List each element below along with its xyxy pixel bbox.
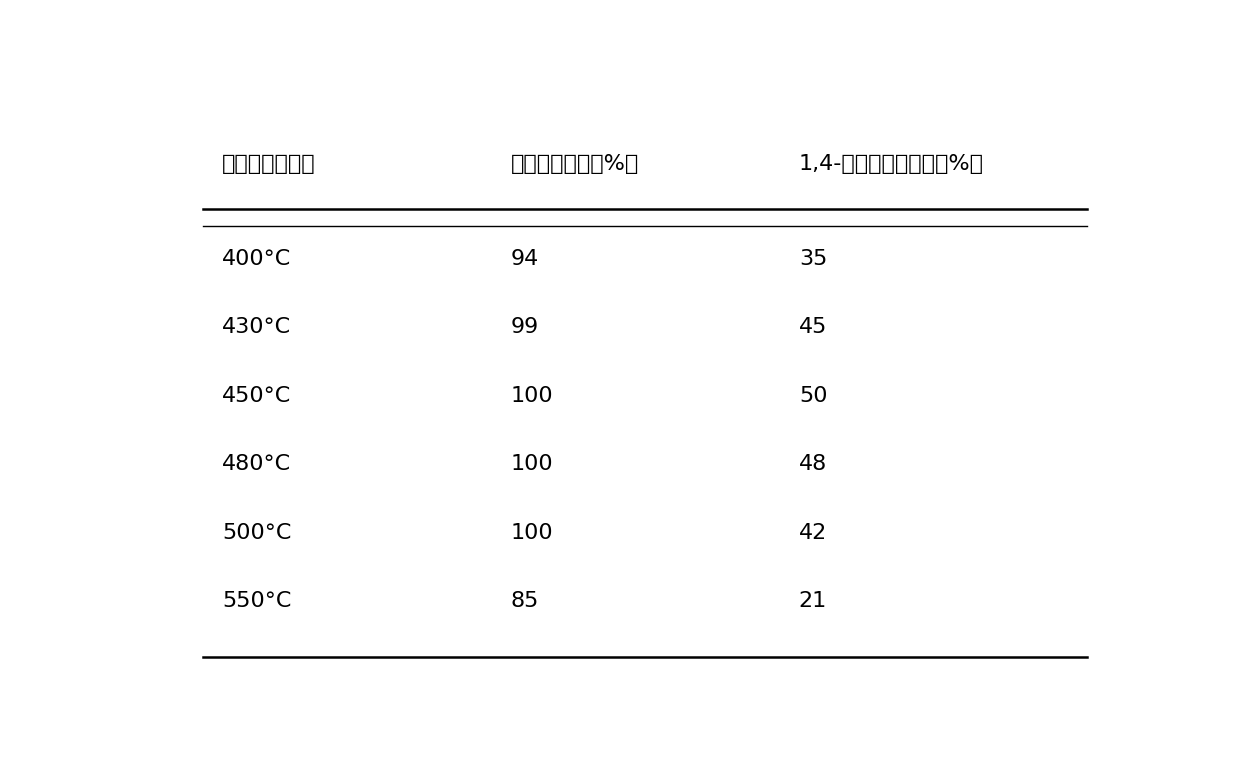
Text: 45: 45 xyxy=(799,317,827,337)
Text: 500°C: 500°C xyxy=(222,523,291,543)
Text: 21: 21 xyxy=(799,591,827,611)
Text: 480°C: 480°C xyxy=(222,454,291,474)
Text: 100: 100 xyxy=(511,386,553,406)
Text: 48: 48 xyxy=(799,454,827,474)
Text: 42: 42 xyxy=(799,523,827,543)
Text: 94: 94 xyxy=(511,249,539,269)
Text: 100: 100 xyxy=(511,523,553,543)
Text: 450°C: 450°C xyxy=(222,386,291,406)
Text: 催化剂焙烧温度: 催化剂焙烧温度 xyxy=(222,154,316,174)
Text: 550°C: 550°C xyxy=(222,591,291,611)
Text: 99: 99 xyxy=(511,317,539,337)
Text: 纤维素转化率（%）: 纤维素转化率（%） xyxy=(511,154,639,174)
Text: 430°C: 430°C xyxy=(222,317,291,337)
Text: 1,4-去水山梨醇收率（%）: 1,4-去水山梨醇收率（%） xyxy=(799,154,983,174)
Text: 35: 35 xyxy=(799,249,827,269)
Text: 85: 85 xyxy=(511,591,539,611)
Text: 100: 100 xyxy=(511,454,553,474)
Text: 400°C: 400°C xyxy=(222,249,291,269)
Text: 50: 50 xyxy=(799,386,827,406)
